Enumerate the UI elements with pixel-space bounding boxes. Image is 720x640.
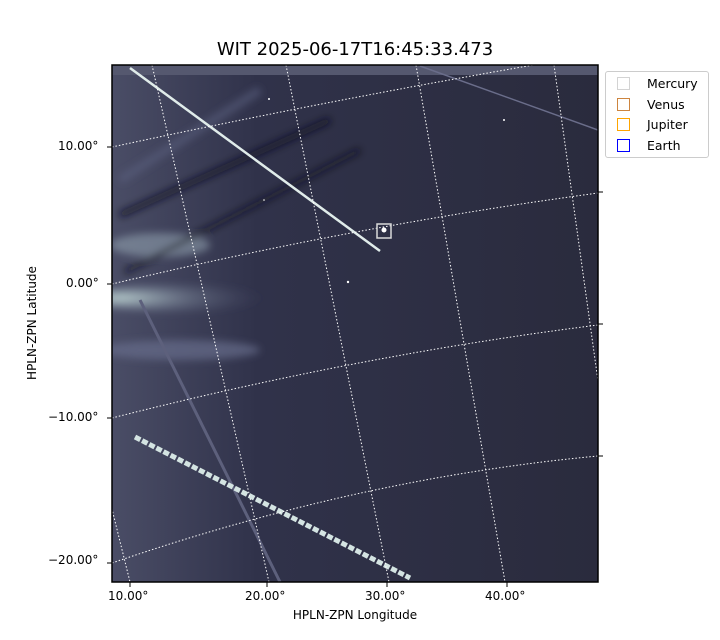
legend-label: Jupiter [647,116,688,132]
streamers [112,86,362,360]
bright-streak [133,434,412,581]
legend-swatch [617,97,630,111]
faint-streak [419,65,598,131]
x-tick-label: 10.00° [108,589,149,603]
x-axis-label: HPLN-ZPN Longitude [292,608,418,622]
legend-label: Earth [647,137,681,153]
legend-swatch [617,117,630,131]
legend-item-mercury: Mercury [617,73,698,93]
y-axis-label: HPLN-ZPN Latitude [25,266,39,380]
chart-title: WIT 2025-06-17T16:45:33.473 [216,39,494,60]
x-tick-label: 30.00° [365,589,406,603]
latitude-gridlines [112,65,598,564]
x-tick-label: 20.00° [245,589,286,603]
legend-item-venus: Venus [617,94,685,114]
legend-swatch [617,138,630,152]
y-tick-label: 0.00° [66,276,99,290]
legend: Mercury Venus Jupiter Earth [605,71,709,158]
stars [263,98,505,284]
x-tick-label: 40.00° [485,589,526,603]
comet-streak [129,66,381,253]
y-tick-label: −10.00° [48,410,99,424]
tick-marks [107,146,603,587]
legend-label: Venus [647,96,685,112]
longitude-gridlines [112,65,598,582]
legend-label: Mercury [647,75,698,91]
legend-swatch [617,76,630,90]
legend-item-jupiter: Jupiter [617,114,688,134]
y-tick-label: −20.00° [48,553,99,567]
planet-marker-venus [376,223,392,239]
legend-item-earth: Earth [617,135,681,155]
y-tick-label: 10.00° [58,139,99,153]
